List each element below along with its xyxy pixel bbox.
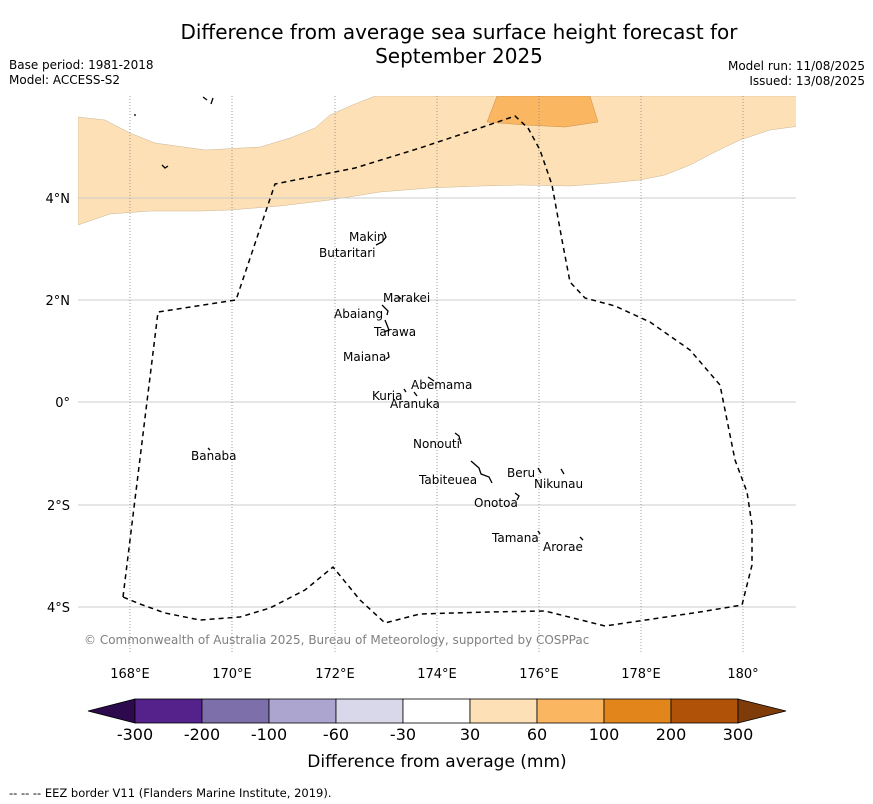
island-label: Aranuka bbox=[390, 397, 440, 411]
colorbar-tick-label: 30 bbox=[460, 725, 480, 744]
model-text: Model: ACCESS-S2 bbox=[9, 73, 121, 87]
colorbar-label: Difference from average (mm) bbox=[307, 752, 566, 772]
lat-label: 2°N bbox=[46, 294, 71, 309]
colorbar-segment bbox=[268, 698, 337, 724]
colorbar-segment bbox=[469, 698, 538, 724]
copyright-text: © Commonwealth of Australia 2025, Bureau… bbox=[84, 633, 589, 647]
latitude-labels: 4°N 2°N 0° 2°S 4°S bbox=[46, 192, 71, 616]
issue-info: Model run: 11/08/2025 Issued: 13/08/2025 bbox=[728, 59, 865, 89]
anomaly-60-100-region bbox=[486, 96, 599, 128]
title-line-2: September 2025 bbox=[375, 44, 543, 68]
base-period-text: Base period: 1981-2018 bbox=[9, 58, 154, 72]
lon-label: 178°E bbox=[621, 667, 661, 682]
lon-label: 172°E bbox=[315, 667, 355, 682]
island-label: Beru bbox=[507, 466, 535, 480]
lat-label: 0° bbox=[55, 396, 70, 411]
island-label: Nonouti bbox=[413, 437, 460, 451]
lon-label: 180° bbox=[727, 667, 758, 682]
island-label: Kuria bbox=[372, 389, 403, 403]
colorbar-tick-label: -30 bbox=[390, 725, 416, 744]
issued-text: Issued: 13/08/2025 bbox=[749, 74, 865, 88]
colorbar-tick-label: -300 bbox=[117, 725, 153, 744]
island-label: Banaba bbox=[191, 449, 237, 463]
map-title: Difference from average sea surface heig… bbox=[150, 20, 768, 68]
colorbar-segment bbox=[335, 698, 404, 724]
colorbar-extend-high bbox=[737, 698, 787, 724]
colorbar-segment bbox=[402, 698, 471, 724]
longitude-labels: 168°E 170°E 172°E 174°E 176°E 178°E 180° bbox=[110, 667, 758, 682]
colorbar-segment bbox=[670, 698, 739, 724]
colorbar-tick-label: -60 bbox=[323, 725, 349, 744]
island-label: Arorae bbox=[543, 540, 583, 554]
lat-label: 2°S bbox=[47, 499, 70, 514]
lon-label: 176°E bbox=[519, 667, 559, 682]
colorbar-tick-label: 200 bbox=[656, 725, 687, 744]
colorbar-tick-label: 300 bbox=[723, 725, 754, 744]
lat-label: 4°S bbox=[47, 601, 70, 616]
island-label: Onotoa bbox=[474, 496, 518, 510]
island-label: Marakei bbox=[383, 291, 430, 305]
island-label: Maiana bbox=[343, 350, 386, 364]
colorbar-segment bbox=[603, 698, 672, 724]
island-label: Abaiang bbox=[334, 307, 383, 321]
colorbar-tick-label: 100 bbox=[589, 725, 620, 744]
map-panel: Makin Butaritari Marakei Abaiang Tarawa … bbox=[78, 96, 796, 652]
model-run-text: Model run: 11/08/2025 bbox=[727, 59, 865, 73]
island-label: Nikunau bbox=[534, 477, 583, 491]
colorbar-segment bbox=[134, 698, 203, 724]
colorbar-tick-label: -100 bbox=[251, 725, 287, 744]
colorbar-segment bbox=[536, 698, 605, 724]
anomaly-30-60-region bbox=[78, 96, 796, 226]
lon-label: 170°E bbox=[212, 667, 252, 682]
island-label: Makin bbox=[349, 230, 385, 244]
island-labels: Makin Butaritari Marakei Abaiang Tarawa … bbox=[191, 230, 583, 554]
lon-label: 174°E bbox=[417, 667, 457, 682]
lon-label: 168°E bbox=[110, 667, 150, 682]
colorbar-tick-label: 60 bbox=[527, 725, 547, 744]
island-label: Tarawa bbox=[373, 325, 416, 339]
colorbar-segment bbox=[201, 698, 270, 724]
island-label: Tabiteuea bbox=[418, 473, 477, 487]
base-info: Base period: 1981-2018 Model: ACCESS-S2 bbox=[9, 58, 154, 88]
island-outlines bbox=[134, 96, 584, 541]
colorbar bbox=[87, 698, 787, 724]
colorbar-extend-low bbox=[87, 698, 136, 724]
lat-label: 4°N bbox=[46, 192, 71, 207]
title-line-1: Difference from average sea surface heig… bbox=[180, 20, 738, 44]
island-label: Butaritari bbox=[319, 246, 376, 260]
eez-footnote: -- -- -- EEZ border V11 (Flanders Marine… bbox=[9, 786, 332, 800]
colorbar-ticks: -300 -200 -100 -60 -30 30 60 100 200 300 bbox=[117, 725, 753, 744]
island-label: Abemama bbox=[411, 378, 472, 392]
colorbar-tick-label: -200 bbox=[184, 725, 220, 744]
island-label: Tamana bbox=[491, 531, 539, 545]
